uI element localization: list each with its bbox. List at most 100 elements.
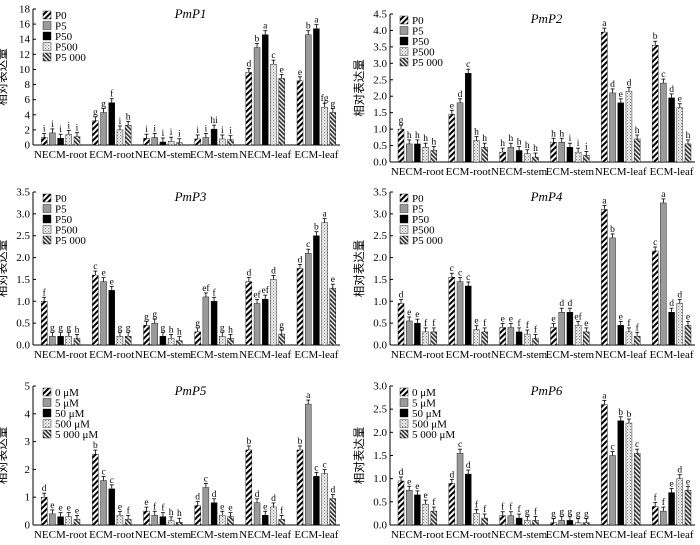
bar-500μm-ecm-root — [116, 515, 124, 526]
bar-p5-ecm-stem — [558, 142, 565, 163]
significance-letter: e — [509, 315, 513, 325]
significance-letter: e — [678, 95, 682, 105]
y-tick-label: 2.0 — [373, 427, 387, 439]
significance-letter: f — [212, 287, 216, 298]
significance-letter: c — [653, 238, 657, 248]
bar-500μm-necm-root — [422, 503, 429, 526]
significance-letter: i — [170, 128, 173, 138]
y-tick-label: 1.0 — [373, 473, 387, 485]
significance-letter: c — [458, 269, 462, 279]
y-tick-label: 2.0 — [373, 91, 387, 103]
bar-p50-necm-stem — [159, 141, 167, 146]
bar-5000μm-ecm-stem — [583, 522, 590, 526]
legend-swatch — [42, 419, 52, 428]
bar-p5-necm-stem — [507, 146, 515, 163]
bar-500μm-ecm-root — [473, 513, 480, 526]
chart-panel-2: 0.0 0.5 1.0 1.5 2.0 2.5 3.0 3.5 4.0 4.5 相对表达量 PmP2 g… — [352, 9, 695, 178]
legend-swatch — [42, 31, 52, 41]
y-tick-label: 3.0 — [16, 208, 30, 220]
bar-p5-ecm-stem — [558, 312, 565, 346]
y-tick-label: 2.5 — [373, 230, 387, 242]
bar-5000μm-necm-stem — [176, 522, 183, 526]
legend-swatch — [42, 429, 52, 439]
significance-letter: g — [93, 108, 98, 118]
significance-letter: i — [229, 127, 232, 137]
significance-letter: i — [76, 124, 79, 134]
significance-letter: f — [654, 492, 658, 503]
bar-5000μm-necm-root — [430, 510, 438, 526]
y-tick-label: 0.0 — [373, 340, 387, 352]
significance-letter: b — [246, 437, 251, 447]
legend-swatch — [399, 214, 409, 224]
legend-swatch — [42, 387, 52, 397]
bar-p5-necm-stem — [151, 322, 158, 346]
significance-letter: h — [551, 129, 556, 139]
bar-p50-necm-leaf — [617, 325, 624, 346]
x-category-label: NECM-root — [391, 166, 444, 178]
legend-label: P5 — [412, 204, 424, 216]
significance-letter: e — [501, 315, 505, 325]
significance-letter: c — [661, 70, 665, 80]
significance-letter: f — [127, 505, 131, 516]
significance-letter: e — [551, 315, 555, 325]
bar-p0-necm-leaf — [601, 31, 608, 163]
bar-p500-necm-root — [422, 331, 429, 346]
bar-p50-necm-root — [414, 143, 421, 163]
bar-p0-necm-root — [40, 137, 48, 146]
y-tick-label: 14 — [19, 34, 31, 46]
x-category-label: NECM-stem — [491, 529, 548, 541]
legend-label: 50 μM — [55, 408, 85, 420]
significance-letter: h — [177, 328, 182, 338]
x-category-label: ECM-root — [446, 166, 491, 178]
significance-letter: c — [314, 463, 318, 473]
bar-0μm-ecm-root — [448, 483, 456, 526]
y-tick-label: 4.5 — [373, 9, 387, 21]
significance-letter: d — [677, 466, 682, 476]
significance-letter: a — [602, 196, 607, 206]
x-category-label: NECM-leaf — [595, 349, 647, 361]
significance-letter: b — [653, 32, 658, 42]
x-category-label: ECM-stem — [190, 349, 239, 361]
bar-p5-necm-root — [49, 336, 56, 346]
bar-p500-necm-leaf — [625, 331, 633, 346]
y-axis-label: 相对表达量 — [352, 240, 366, 298]
bar-p500-necm-leaf — [270, 279, 277, 346]
significance-letter: i — [43, 124, 46, 134]
legend-label: P0 — [55, 193, 67, 205]
bar-p0-ecm-root — [448, 277, 456, 346]
bar-p5-necm-leaf — [253, 303, 261, 346]
legend-swatch — [399, 225, 409, 234]
bar-5μm-ecm-stem — [202, 487, 210, 526]
bar-p5000-ecm-root — [124, 125, 132, 146]
bar-p0-ecm-leaf — [296, 80, 304, 146]
bar-5000μm-ecm-leaf — [684, 490, 692, 526]
bar-500μm-necm-stem — [167, 520, 175, 526]
bar-p0-necm-root — [397, 128, 405, 163]
bar-p50-ecm-stem — [566, 146, 574, 163]
significance-letter: g — [559, 507, 564, 517]
bar-p5000-necm-leaf — [278, 333, 285, 346]
significance-letter: i — [67, 121, 70, 131]
bar-0μm-ecm-leaf — [651, 506, 659, 526]
bar-p0-ecm-leaf — [651, 45, 659, 163]
legend-label: 50 μM — [412, 408, 442, 420]
legend-swatch — [399, 204, 409, 213]
bar-p5000-necm-root — [73, 338, 81, 346]
bar-p500-necm-stem — [524, 153, 531, 163]
x-category-label: ECM-stem — [190, 529, 239, 541]
bar-0μm-necm-stem — [143, 510, 150, 526]
significance-letter: e — [101, 269, 105, 279]
significance-letter: h — [407, 131, 412, 141]
y-tick-label: 1.5 — [373, 274, 387, 286]
bar-p5-ecm-root — [456, 102, 464, 163]
bar-p50-ecm-stem — [210, 128, 218, 146]
bar-50μm-ecm-leaf — [668, 492, 675, 526]
legend-label: P500 — [55, 225, 78, 237]
bar-p50-ecm-leaf — [668, 312, 675, 346]
significance-letter: e — [67, 504, 71, 514]
bar-p0-necm-stem — [143, 325, 150, 346]
significance-letter: e — [50, 501, 54, 511]
bar-p0-ecm-stem — [550, 142, 557, 163]
